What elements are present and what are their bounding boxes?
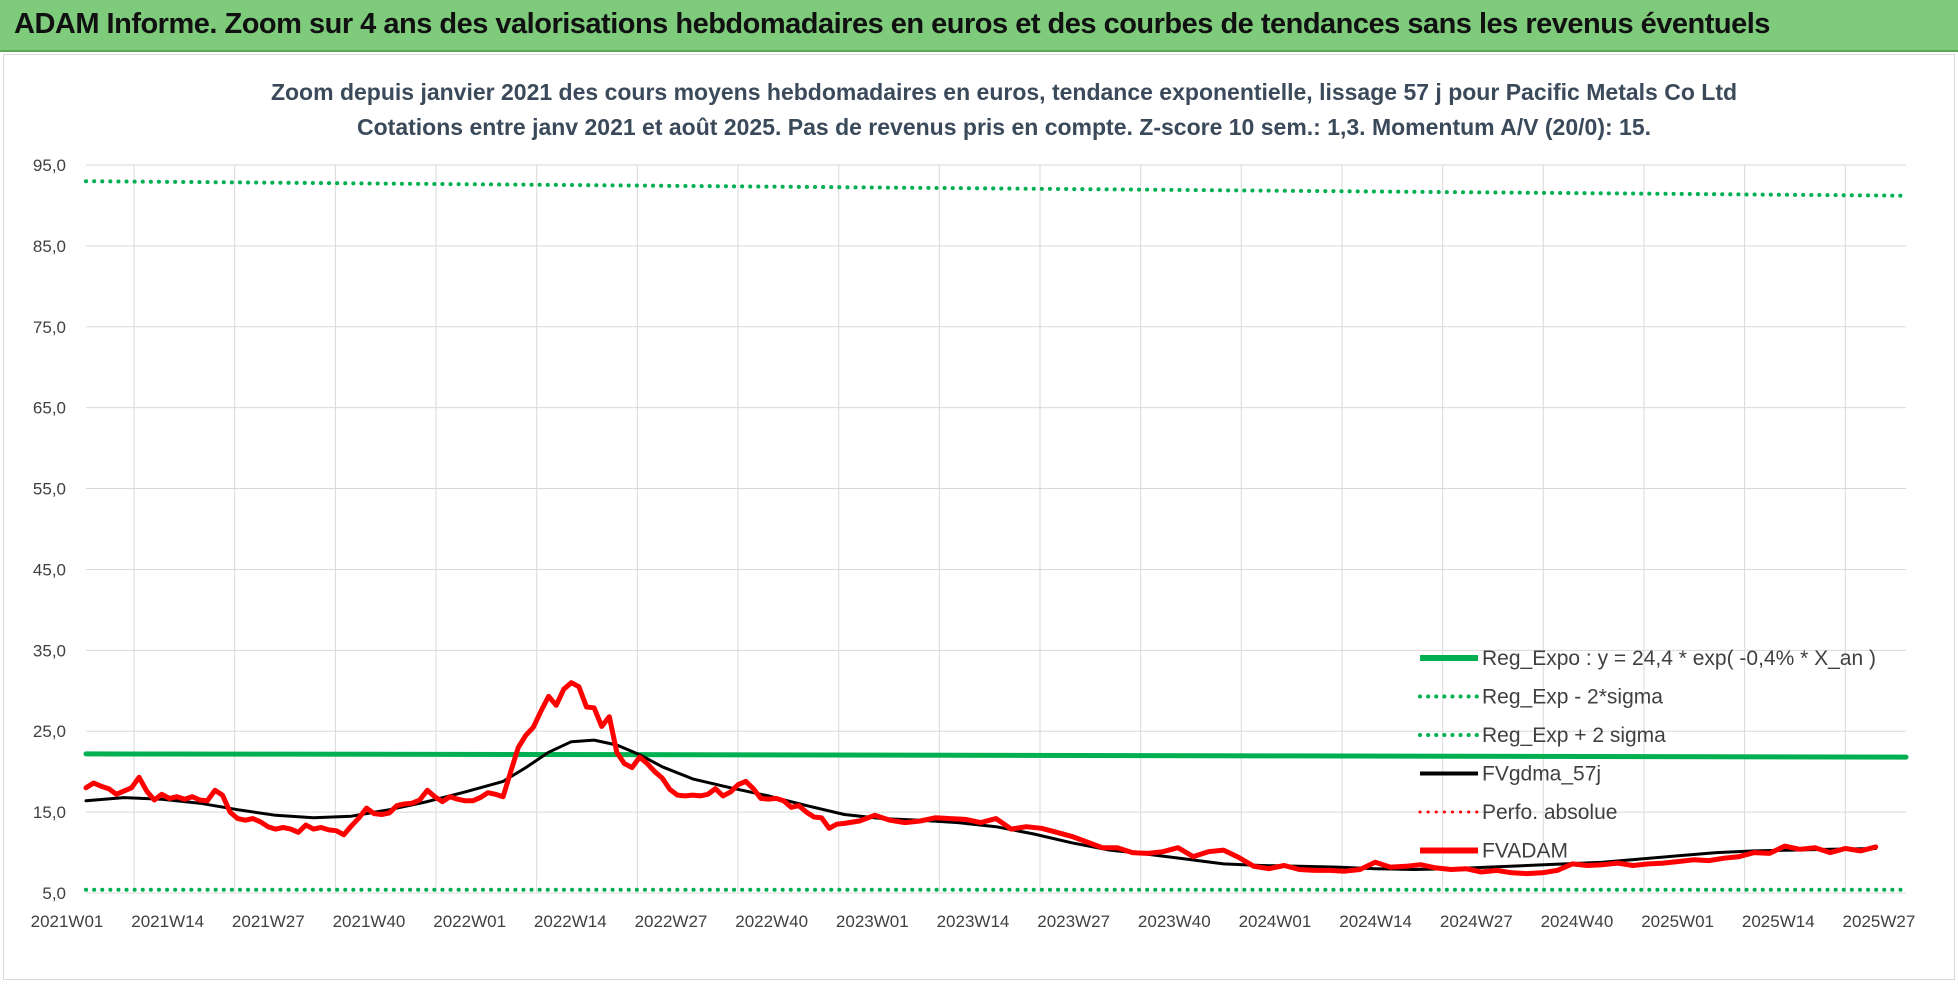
y-tick-label: 75,0 <box>33 318 66 337</box>
x-tick-label: 2021W27 <box>232 912 305 931</box>
legend-entry: FVADAM <box>1482 840 1568 863</box>
legend-entry: FVgdma_57j <box>1482 763 1601 786</box>
legend: Reg_Expo : y = 24,4 * exp( -0,4% * X_an … <box>1418 647 1876 863</box>
y-tick-label: 95,0 <box>33 156 66 175</box>
chart-subtitle: Cotations entre janv 2021 et août 2025. … <box>357 114 1651 140</box>
y-tick-label: 55,0 <box>33 480 66 499</box>
x-tick-label: 2024W40 <box>1541 912 1614 931</box>
y-tick-label: 45,0 <box>33 560 66 579</box>
x-tick-label: 2023W27 <box>1037 912 1110 931</box>
gridlines <box>86 164 1906 894</box>
y-tick-label: 35,0 <box>33 641 66 660</box>
y-tick-label: 15,0 <box>33 803 66 822</box>
x-tick-label: 2022W01 <box>433 912 506 931</box>
valuation-line-chart: Zoom depuis janvier 2021 des cours moyen… <box>31 79 1916 931</box>
report-title: ADAM Informe. Zoom sur 4 ans des valoris… <box>14 8 1770 40</box>
x-tick-label: 2024W27 <box>1440 912 1513 931</box>
legend-entry: Perfo. absolue <box>1482 801 1617 824</box>
legend-entry: Reg_Exp - 2*sigma <box>1482 686 1663 709</box>
x-tick-label: 2021W01 <box>31 912 104 931</box>
x-tick-label: 2021W14 <box>131 912 204 931</box>
x-tick-label: 2024W01 <box>1239 912 1312 931</box>
report-banner: ADAM Informe. Zoom sur 4 ans des valoris… <box>0 0 1958 52</box>
series-line-0 <box>83 751 1909 760</box>
x-tick-label: 2023W14 <box>937 912 1010 931</box>
x-tick-label: 2022W14 <box>534 912 607 931</box>
x-tick-label: 2023W01 <box>836 912 909 931</box>
x-tick-label: 2022W27 <box>635 912 708 931</box>
series-lines <box>83 179 1909 892</box>
y-tick-label: 25,0 <box>33 722 66 741</box>
x-axis-ticks: 2021W01 2021W14 2021W27 2021W40 2022W01 2022W… <box>31 912 1916 931</box>
series-line-5 <box>83 680 1879 877</box>
y-tick-label: 5,0 <box>42 884 66 903</box>
chart-title: Zoom depuis janvier 2021 des cours moyen… <box>271 79 1737 105</box>
x-tick-label: 2022W40 <box>735 912 808 931</box>
y-axis-ticks: 95,0 85,0 75,0 65,0 55,0 45,0 35,0 25,0 15,0 5,0 <box>33 156 66 903</box>
x-tick-label: 2025W27 <box>1843 912 1916 931</box>
x-tick-label: 2025W14 <box>1742 912 1815 931</box>
x-tick-label: 2024W14 <box>1339 912 1412 931</box>
x-tick-label: 2023W40 <box>1138 912 1211 931</box>
x-tick-label: 2025W01 <box>1641 912 1714 931</box>
legend-entry: Reg_Exp + 2 sigma <box>1482 724 1666 747</box>
y-tick-label: 65,0 <box>33 399 66 418</box>
series-line-2 <box>84 179 1908 198</box>
chart-frame: Zoom depuis janvier 2021 des cours moyen… <box>3 54 1955 980</box>
legend-entry: Reg_Expo : y = 24,4 * exp( -0,4% * X_an … <box>1482 647 1876 670</box>
x-tick-label: 2021W40 <box>333 912 406 931</box>
y-tick-label: 85,0 <box>33 237 66 256</box>
